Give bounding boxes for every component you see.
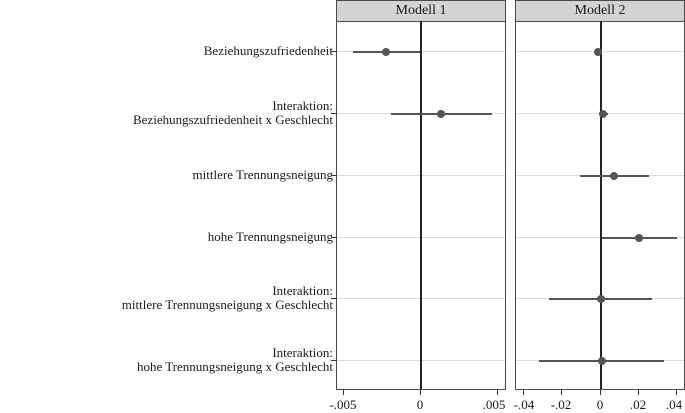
y-tick	[331, 113, 336, 114]
point-estimate	[599, 110, 607, 118]
panel-title: Modell 2	[516, 1, 684, 22]
point-estimate	[437, 110, 445, 118]
x-tick	[600, 390, 601, 395]
zero-reference-line	[420, 21, 422, 389]
row-label-interaktion-beziehung: Interaktion: Beziehungszufriedenheit x G…	[133, 99, 333, 127]
x-tick-label: .02	[629, 397, 647, 412]
x-tick	[497, 390, 498, 395]
y-tick	[331, 237, 336, 238]
row-label-mittlere-trennungsneigung: mittlere Trennungsneigung	[193, 168, 333, 182]
x-tick-label: 0	[416, 397, 424, 412]
label-text: Interaktion:	[272, 98, 333, 113]
point-estimate	[597, 295, 605, 303]
x-tick-label: -.02	[550, 397, 572, 412]
row-label-interaktion-mittlere: Interaktion: mittlere Trennungsneigung x…	[122, 284, 333, 312]
y-tick	[331, 360, 336, 361]
x-tick-label: .04	[665, 397, 683, 412]
panel-modell-2: Modell 2	[515, 0, 685, 390]
panel-modell-1: Modell 1	[336, 0, 506, 390]
row-label-beziehungszufriedenheit: Beziehungszufriedenheit	[204, 44, 333, 58]
row-label-interaktion-hohe: Interaktion: hohe Trennungsneigung x Ges…	[137, 346, 333, 374]
point-estimate	[635, 234, 643, 242]
y-tick	[331, 175, 336, 176]
row-label-hohe-trennungsneigung: hohe Trennungsneigung	[208, 230, 333, 244]
point-estimate	[382, 48, 390, 56]
x-tick	[523, 390, 524, 395]
point-estimate	[598, 357, 606, 365]
label-text: Beziehungszufriedenheit	[203, 43, 333, 58]
zero-reference-line	[600, 21, 602, 389]
label-text: mittlere Trennungsneigung	[192, 167, 333, 182]
point-estimate	[610, 172, 618, 180]
point-estimate	[594, 48, 602, 56]
x-tick	[638, 390, 639, 395]
label-text: hohe Trennungsneigung	[207, 229, 333, 244]
x-tick	[343, 390, 344, 395]
label-text: Interaktion:	[272, 283, 333, 298]
label-text: Beziehungszufriedenheit x Geschlecht	[133, 112, 333, 127]
x-tick-label: -.04	[513, 397, 535, 412]
y-tick	[331, 51, 336, 52]
x-tick-label: -.005	[329, 397, 357, 412]
panel-title: Modell 1	[337, 1, 505, 22]
label-text: Interaktion:	[272, 345, 333, 360]
label-text: mittlere Trennungsneigung x Geschlecht	[121, 297, 333, 312]
x-tick	[420, 390, 421, 395]
y-tick	[331, 298, 336, 299]
label-text: hohe Trennungsneigung x Geschlecht	[136, 359, 333, 374]
x-tick-label: .005	[482, 397, 506, 412]
x-tick-label: 0	[596, 397, 604, 412]
x-tick	[676, 390, 677, 395]
x-tick	[561, 390, 562, 395]
